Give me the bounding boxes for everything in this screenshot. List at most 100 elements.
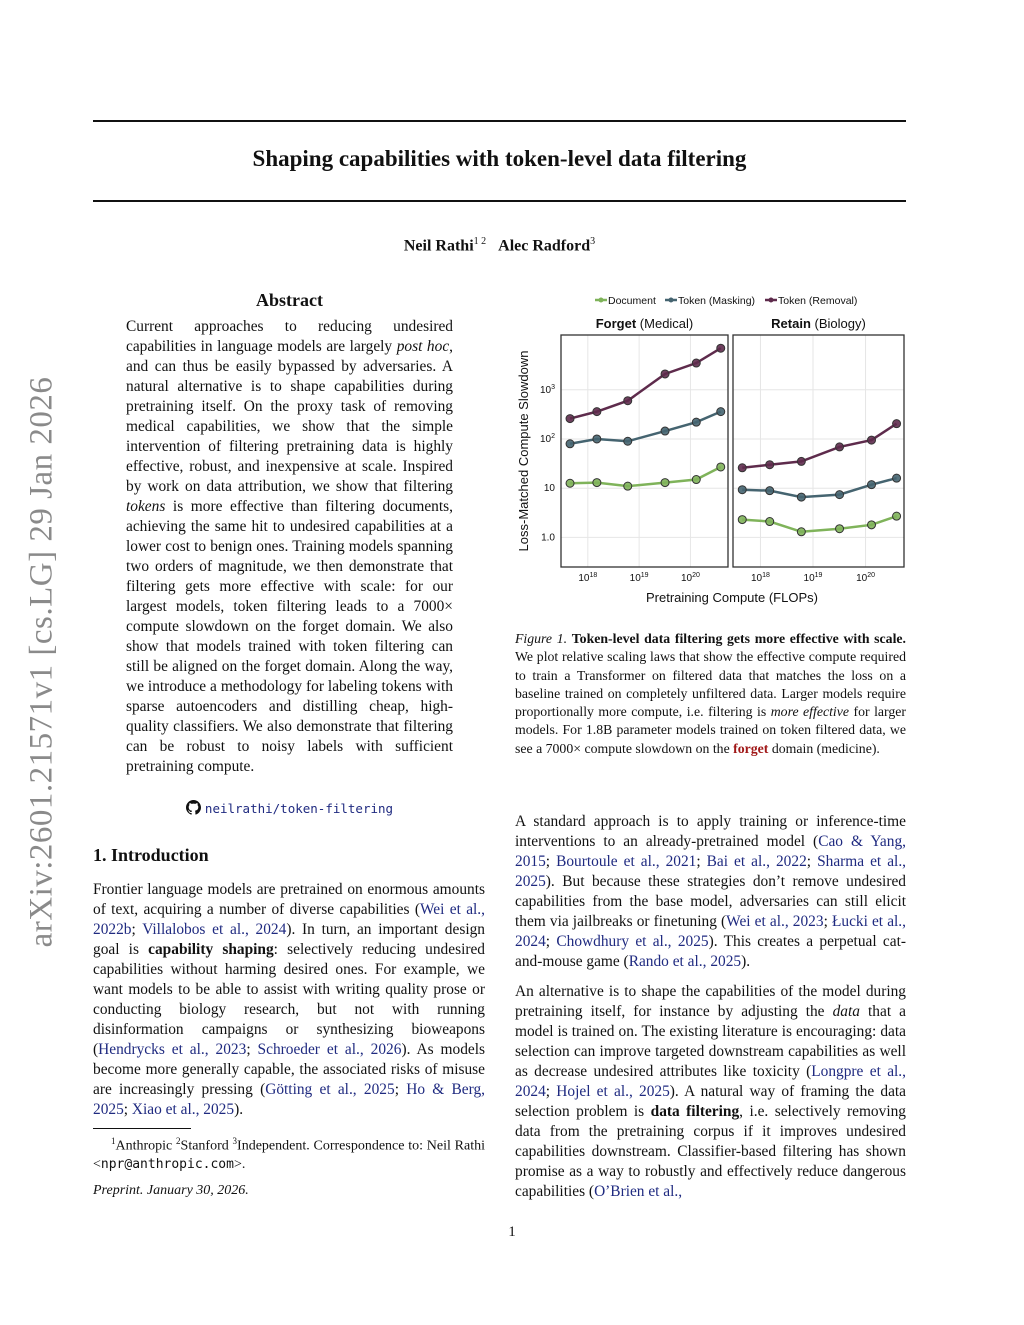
paper-title: Shaping capabilities with token-level da… xyxy=(252,146,747,171)
legend-label: Document xyxy=(608,295,656,307)
text-run: data xyxy=(832,1003,860,1020)
text-run: is more effective than filtering documen… xyxy=(126,498,453,775)
data-point xyxy=(892,419,902,429)
data-point xyxy=(716,407,726,417)
author-affiliation: 1 2 xyxy=(473,236,487,247)
text-run: 3 xyxy=(232,1136,238,1146)
data-point xyxy=(716,343,726,353)
text-run: Stanford xyxy=(180,1138,233,1154)
citation-link[interactable]: O’Brien et al., xyxy=(594,1183,683,1200)
citation-link[interactable]: Xiao et al., 2025 xyxy=(131,1101,235,1118)
data-point xyxy=(691,475,701,485)
text-run: : selectively reducing undesired capabil… xyxy=(93,941,486,1058)
data-point xyxy=(765,486,775,496)
title-bottom-rule xyxy=(93,200,906,202)
text-run: ; xyxy=(131,921,143,938)
citation-link[interactable]: Hendrycks et al., 2023 xyxy=(98,1041,247,1058)
data-point xyxy=(623,436,633,446)
series-line xyxy=(569,347,722,420)
title-top-rule xyxy=(93,120,906,122)
citation-link[interactable]: Sharma et al., 2025 xyxy=(515,853,907,890)
data-point xyxy=(892,473,902,483)
x-tick-label: 1019 xyxy=(630,572,649,584)
text-run: Anthropic xyxy=(115,1138,177,1154)
text-run: that a model is trained on. The existing… xyxy=(515,1003,906,1080)
abstract-text: Current approaches to reducing undesired… xyxy=(126,317,453,777)
citation-link[interactable]: Longpre et al., 2024 xyxy=(515,1063,907,1100)
text-run: ). In turn, an important design goal is xyxy=(93,921,485,958)
panel-frame xyxy=(732,334,905,568)
text-run: ). xyxy=(234,1101,244,1118)
text-run: ; xyxy=(545,853,557,870)
text-run: ; xyxy=(246,1041,258,1058)
citation-link[interactable]: Schroeder et al., 2026 xyxy=(257,1041,402,1058)
citation-link[interactable]: Chowdhury et al., 2025 xyxy=(556,933,709,950)
legend-marker xyxy=(598,297,604,303)
section-heading-introduction: 1. Introduction xyxy=(93,845,209,865)
author-name: Neil Rathi xyxy=(403,237,474,255)
citation-link[interactable]: Cao & Yang, 2015 xyxy=(515,833,906,870)
legend-item: Token (Removal) xyxy=(765,295,857,307)
data-point xyxy=(691,358,701,368)
author-name: Alec Radford xyxy=(498,237,591,255)
text-run: Current approaches to reducing undesired… xyxy=(126,318,453,355)
data-point xyxy=(565,439,575,449)
citation-link[interactable]: Villalobos et al., 2024 xyxy=(142,921,287,938)
data-point xyxy=(867,480,877,490)
citation-link[interactable]: Götting et al., 2025 xyxy=(265,1081,395,1098)
data-point xyxy=(835,524,845,534)
figure-caption: Figure 1. Token-level data filtering get… xyxy=(515,630,906,758)
citation-link[interactable]: Wei et al., 2022b xyxy=(93,901,485,938)
x-tick-label: 1020 xyxy=(856,572,875,584)
data-point xyxy=(765,460,775,470)
data-point xyxy=(835,490,845,500)
y-tick-label: 102 xyxy=(540,433,555,445)
data-point xyxy=(623,396,633,406)
legend-marker xyxy=(768,297,774,303)
legend-item: Document xyxy=(595,295,656,307)
citation-link[interactable]: Hojel et al., 2025 xyxy=(556,1083,670,1100)
legend-marker xyxy=(668,297,674,303)
data-point xyxy=(592,478,602,488)
y-axis-label: Loss-Matched Compute Slowdown xyxy=(516,351,531,552)
text-run: more effective xyxy=(770,704,850,720)
panel-title: Forget (Medical) xyxy=(596,316,694,331)
text-run: A standard approach is to apply training… xyxy=(515,813,906,850)
text-run: forget xyxy=(733,740,769,756)
figure-1-chart: 1018 1019 1020 1.0 10 102 103 Forget (Medical) 1… xyxy=(516,295,905,605)
data-point xyxy=(796,456,806,466)
y-tick-label: 103 xyxy=(540,384,555,396)
text-run: ). This creates a perpetual cat-and-mous… xyxy=(515,933,906,970)
citation-link[interactable]: Rando et al., 2025 xyxy=(628,953,742,970)
text-run: ; xyxy=(545,1083,557,1100)
citation-link[interactable]: Bai et al., 2022 xyxy=(706,853,807,870)
citation-link[interactable]: Bourtoule et al., 2021 xyxy=(556,853,697,870)
data-point xyxy=(716,462,726,472)
text-run: ; xyxy=(696,853,707,870)
x-tick-label: 1020 xyxy=(681,572,700,584)
text-run: post hoc xyxy=(396,338,450,355)
intro-paragraph: Frontier language models are pretrained … xyxy=(93,880,485,1120)
citation-link[interactable]: Ho & Berg, 2025 xyxy=(93,1081,485,1118)
text-run: tokens xyxy=(126,498,166,515)
text-run: 1 xyxy=(111,1136,116,1146)
preprint-note: Preprint. January 30, 2026. xyxy=(93,1183,249,1198)
legend-label: Token (Masking) xyxy=(678,295,755,307)
citation-link[interactable]: Łucki et al., 2024 xyxy=(515,913,906,950)
text-run: ; xyxy=(823,913,832,930)
text-run: domain (medicine). xyxy=(768,740,880,756)
text-run: ). But because these strategies don’t re… xyxy=(515,873,906,930)
text-run: >. xyxy=(233,1156,246,1172)
body-paragraph: An alternative is to shape the capabilit… xyxy=(515,982,906,1202)
abstract-heading: Abstract xyxy=(256,290,323,310)
citation-link[interactable]: Wei et al., 2023 xyxy=(726,913,824,930)
text-run: for larger models. For 1.8B parameter mo… xyxy=(515,704,907,756)
text-run: Frontier language models are pretrained … xyxy=(93,881,485,918)
repo-link[interactable]: neilrathi/token-filtering xyxy=(126,800,453,816)
data-point xyxy=(592,407,602,417)
data-point xyxy=(892,511,902,521)
y-tick-label: 1.0 xyxy=(541,532,555,543)
data-point xyxy=(737,485,747,495)
footnote-rule xyxy=(93,1128,191,1129)
